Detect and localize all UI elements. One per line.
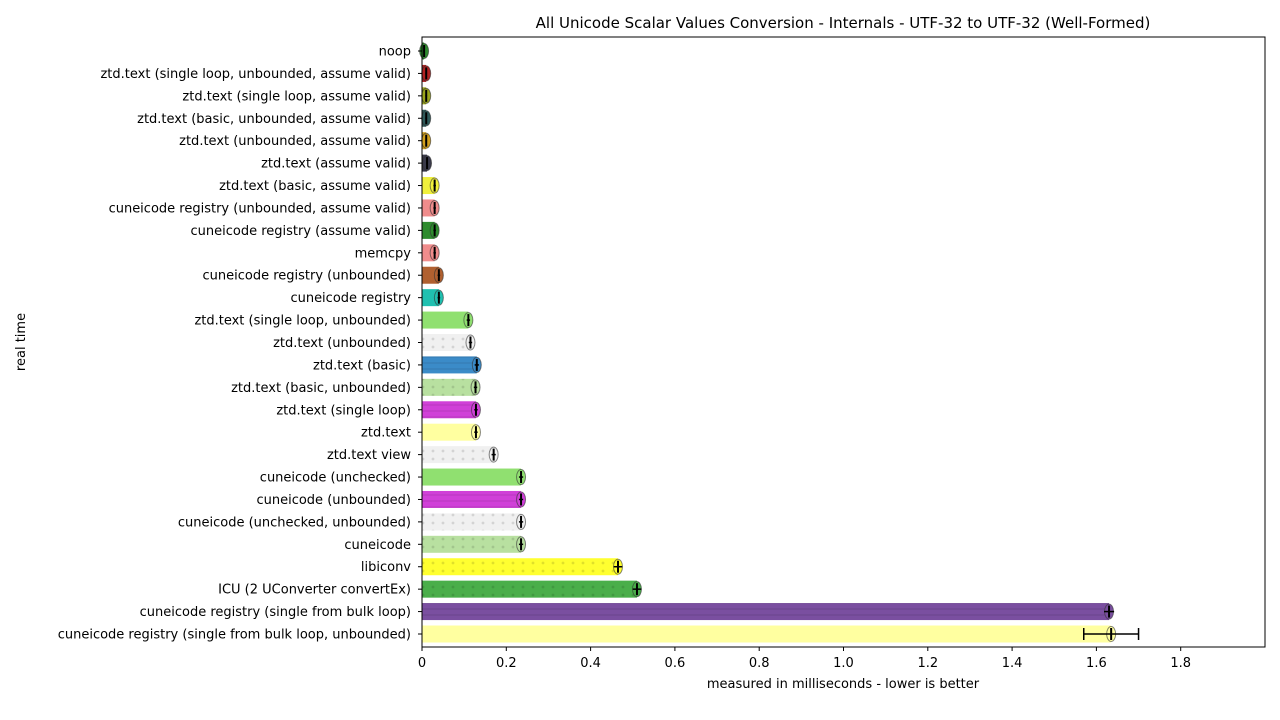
y-tick-label: cuneicode registry (single from bulk loo… [58, 628, 411, 643]
bar-pattern [422, 356, 477, 374]
y-tick-label: cuneicode registry [290, 291, 411, 306]
chart-title: All Unicode Scalar Values Conversion - I… [536, 14, 1151, 32]
bar [422, 311, 469, 329]
x-tick-label: 1.4 [1002, 656, 1023, 671]
bar [422, 625, 1112, 643]
bar-pattern [422, 334, 471, 351]
x-tick-label: 1.2 [917, 656, 938, 671]
x-tick-label: 0.8 [749, 656, 770, 671]
y-tick-label: cuneicode (unbounded) [256, 493, 411, 508]
y-tick-label: ztd.text (single loop, assume valid) [182, 89, 411, 104]
bar-pattern [422, 401, 476, 419]
y-tick-label: ztd.text (basic, assume valid) [219, 179, 411, 194]
bar-pattern [422, 490, 522, 508]
y-axis-ticks: noop ztd.text (single loop, unbounded, as… [58, 45, 422, 643]
y-tick-label: cuneicode registry (assume valid) [190, 224, 411, 239]
y-tick-label: libiconv [361, 560, 411, 575]
y-tick-label: ztd.text [361, 426, 411, 441]
y-tick-label: ICU (2 UConverter convertEx) [218, 583, 411, 598]
x-tick-label: 0 [418, 656, 426, 671]
bar-pattern [422, 535, 522, 553]
y-tick-label: ztd.text (unbounded, assume valid) [179, 134, 411, 149]
y-tick-label: ztd.text (basic, unbounded) [231, 381, 411, 396]
y-tick-label: cuneicode [344, 538, 411, 553]
bars-group [419, 42, 1140, 643]
x-axis-ticks: 0 0.2 0.4 0.6 0.8 1.0 1.2 1.4 1.6 1.8 [418, 647, 1191, 671]
y-tick-label: ztd.text (single loop, unbounded, assume… [100, 67, 411, 82]
x-tick-label: 0.6 [665, 656, 686, 671]
x-axis-label: measured in milliseconds - lower is bett… [707, 677, 980, 692]
y-tick-label: cuneicode (unchecked, unbounded) [178, 515, 411, 530]
x-tick-label: 0.4 [580, 656, 601, 671]
y-tick-label: ztd.text (assume valid) [261, 157, 411, 172]
y-tick-label: ztd.text (unbounded) [273, 336, 411, 351]
y-tick-label: cuneicode registry (unbounded) [203, 269, 412, 284]
x-tick-label: 1.8 [1170, 656, 1191, 671]
bar [422, 423, 476, 441]
bar-pattern [422, 580, 637, 598]
y-tick-label: cuneicode (unchecked) [260, 471, 411, 486]
bar-pattern [422, 378, 476, 396]
bar-pattern [422, 558, 618, 576]
bar-pattern [422, 513, 522, 531]
y-tick-label: cuneicode registry (single from bulk loo… [140, 605, 411, 620]
y-tick-label: ztd.text (single loop) [276, 403, 411, 418]
y-tick-label: noop [379, 45, 411, 60]
y-axis-label: real time [14, 313, 29, 371]
plot-frame [421, 36, 1266, 648]
y-tick-label: ztd.text (single loop, unbounded) [194, 314, 411, 329]
y-tick-label: ztd.text (basic, unbounded, assume valid… [137, 112, 411, 127]
bar-pattern [422, 446, 494, 464]
y-tick-label: cuneicode registry (unbounded, assume va… [109, 201, 411, 216]
bar-pattern [422, 603, 1110, 621]
y-tick-label: ztd.text (basic) [313, 358, 411, 373]
x-tick-label: 0.2 [496, 656, 517, 671]
x-tick-label: 1.0 [833, 656, 854, 671]
y-tick-label: ztd.text view [327, 448, 411, 463]
y-tick-label: memcpy [355, 246, 412, 261]
x-tick-label: 1.6 [1086, 656, 1107, 671]
bar [422, 468, 522, 486]
